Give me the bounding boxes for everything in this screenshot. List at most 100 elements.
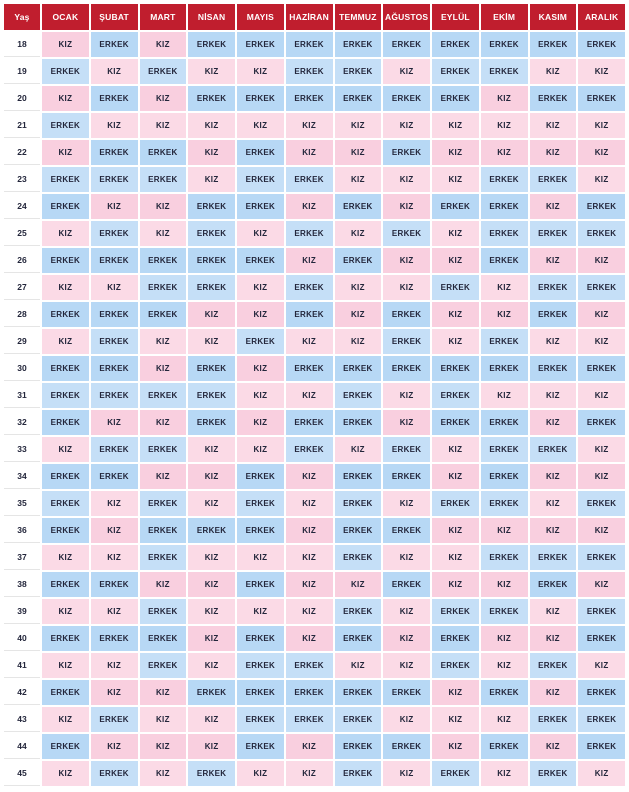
girl-cell: KIZ	[432, 167, 479, 192]
boy-cell: ERKEK	[90, 248, 138, 273]
girl-cell: KIZ	[578, 59, 625, 84]
girl-cell: KIZ	[42, 761, 89, 786]
boy-cell: ERKEK	[237, 248, 284, 273]
girl-cell: KIZ	[334, 113, 382, 138]
girl-cell: KIZ	[237, 302, 284, 327]
girl-cell: KIZ	[480, 626, 528, 651]
girl-cell: KIZ	[237, 545, 284, 570]
girl-cell: KIZ	[480, 761, 528, 786]
girl-cell: KIZ	[285, 491, 333, 516]
girl-cell: KIZ	[237, 59, 284, 84]
boy-cell: ERKEK	[90, 221, 138, 246]
girl-cell: KIZ	[334, 572, 382, 597]
boy-cell: ERKEK	[285, 59, 333, 84]
girl-cell: KIZ	[480, 140, 528, 165]
age-cell: 33	[4, 437, 40, 462]
boy-cell: ERKEK	[334, 32, 382, 57]
boy-cell: ERKEK	[285, 680, 333, 705]
boy-cell: ERKEK	[578, 707, 625, 732]
boy-cell: ERKEK	[285, 86, 333, 111]
girl-cell: KIZ	[42, 437, 89, 462]
age-cell: 31	[4, 383, 40, 408]
table-row: 21 ERKEK KIZ KIZ KIZ KIZ KIZ KIZ KIZ KIZ KIZ KIZ KIZ	[4, 113, 625, 138]
girl-cell: KIZ	[432, 734, 479, 759]
boy-cell: ERKEK	[188, 410, 235, 435]
boy-cell: ERKEK	[188, 680, 235, 705]
girl-cell: KIZ	[383, 383, 430, 408]
boy-cell: ERKEK	[42, 626, 89, 651]
girl-cell: KIZ	[188, 491, 235, 516]
girl-cell: KIZ	[480, 518, 528, 543]
boy-cell: ERKEK	[383, 86, 430, 111]
boy-cell: ERKEK	[432, 59, 479, 84]
boy-cell: ERKEK	[285, 302, 333, 327]
girl-cell: KIZ	[285, 113, 333, 138]
boy-cell: ERKEK	[237, 518, 284, 543]
boy-cell: ERKEK	[42, 302, 89, 327]
age-cell: 45	[4, 761, 40, 786]
table-row: 36 ERKEK KIZ ERKEK ERKEK ERKEK KIZ ERKEK ERKEK KI…	[4, 518, 625, 543]
girl-cell: KIZ	[529, 680, 577, 705]
girl-cell: KIZ	[42, 329, 89, 354]
boy-cell: ERKEK	[432, 86, 479, 111]
boy-cell: ERKEK	[90, 707, 138, 732]
boy-cell: ERKEK	[139, 167, 187, 192]
girl-cell: KIZ	[237, 275, 284, 300]
girl-cell: KIZ	[139, 464, 187, 489]
boy-cell: ERKEK	[42, 194, 89, 219]
boy-cell: ERKEK	[139, 626, 187, 651]
boy-cell: ERKEK	[432, 761, 479, 786]
header-row: Yaş OCAK ŞUBAT MART NİSAN MAYIS HAZİRAN TEMMUZ A…	[4, 4, 625, 30]
girl-cell: KIZ	[578, 518, 625, 543]
boy-cell: ERKEK	[383, 518, 430, 543]
boy-cell: ERKEK	[90, 302, 138, 327]
boy-cell: ERKEK	[480, 437, 528, 462]
boy-cell: ERKEK	[237, 329, 284, 354]
boy-cell: ERKEK	[90, 464, 138, 489]
boy-cell: ERKEK	[529, 356, 577, 381]
boy-cell: ERKEK	[529, 761, 577, 786]
table-row: 26 ERKEK ERKEK ERKEK ERKEK ERKEK KIZ ERKEK KIZ KI…	[4, 248, 625, 273]
boy-cell: ERKEK	[383, 329, 430, 354]
girl-cell: KIZ	[285, 572, 333, 597]
girl-cell: KIZ	[285, 626, 333, 651]
girl-cell: KIZ	[188, 734, 235, 759]
girl-cell: KIZ	[188, 464, 235, 489]
girl-cell: KIZ	[285, 194, 333, 219]
boy-cell: ERKEK	[90, 167, 138, 192]
girl-cell: KIZ	[90, 545, 138, 570]
girl-cell: KIZ	[432, 329, 479, 354]
boy-cell: ERKEK	[42, 491, 89, 516]
boy-cell: ERKEK	[480, 680, 528, 705]
month-header-5: MAYIS	[237, 4, 284, 30]
girl-cell: KIZ	[139, 32, 187, 57]
boy-cell: ERKEK	[139, 140, 187, 165]
table-row: 35 ERKEK KIZ ERKEK KIZ ERKEK KIZ ERKEK KIZ ERKEK E…	[4, 491, 625, 516]
month-header-10: EKİM	[480, 4, 528, 30]
girl-cell: KIZ	[139, 680, 187, 705]
boy-cell: ERKEK	[188, 248, 235, 273]
boy-cell: ERKEK	[432, 410, 479, 435]
boy-cell: ERKEK	[90, 383, 138, 408]
boy-cell: ERKEK	[139, 248, 187, 273]
month-header-2: ŞUBAT	[90, 4, 138, 30]
boy-cell: ERKEK	[285, 32, 333, 57]
girl-cell: KIZ	[139, 572, 187, 597]
boy-cell: ERKEK	[285, 707, 333, 732]
boy-cell: ERKEK	[237, 167, 284, 192]
boy-cell: ERKEK	[578, 599, 625, 624]
boy-cell: ERKEK	[139, 599, 187, 624]
boy-cell: ERKEK	[529, 167, 577, 192]
boy-cell: ERKEK	[42, 167, 89, 192]
girl-cell: KIZ	[578, 302, 625, 327]
boy-cell: ERKEK	[42, 356, 89, 381]
age-column-header: Yaş	[4, 4, 40, 30]
age-cell: 34	[4, 464, 40, 489]
girl-cell: KIZ	[334, 275, 382, 300]
boy-cell: ERKEK	[42, 680, 89, 705]
girl-cell: KIZ	[42, 86, 89, 111]
boy-cell: ERKEK	[188, 194, 235, 219]
boy-cell: ERKEK	[529, 572, 577, 597]
girl-cell: KIZ	[432, 221, 479, 246]
girl-cell: KIZ	[90, 275, 138, 300]
